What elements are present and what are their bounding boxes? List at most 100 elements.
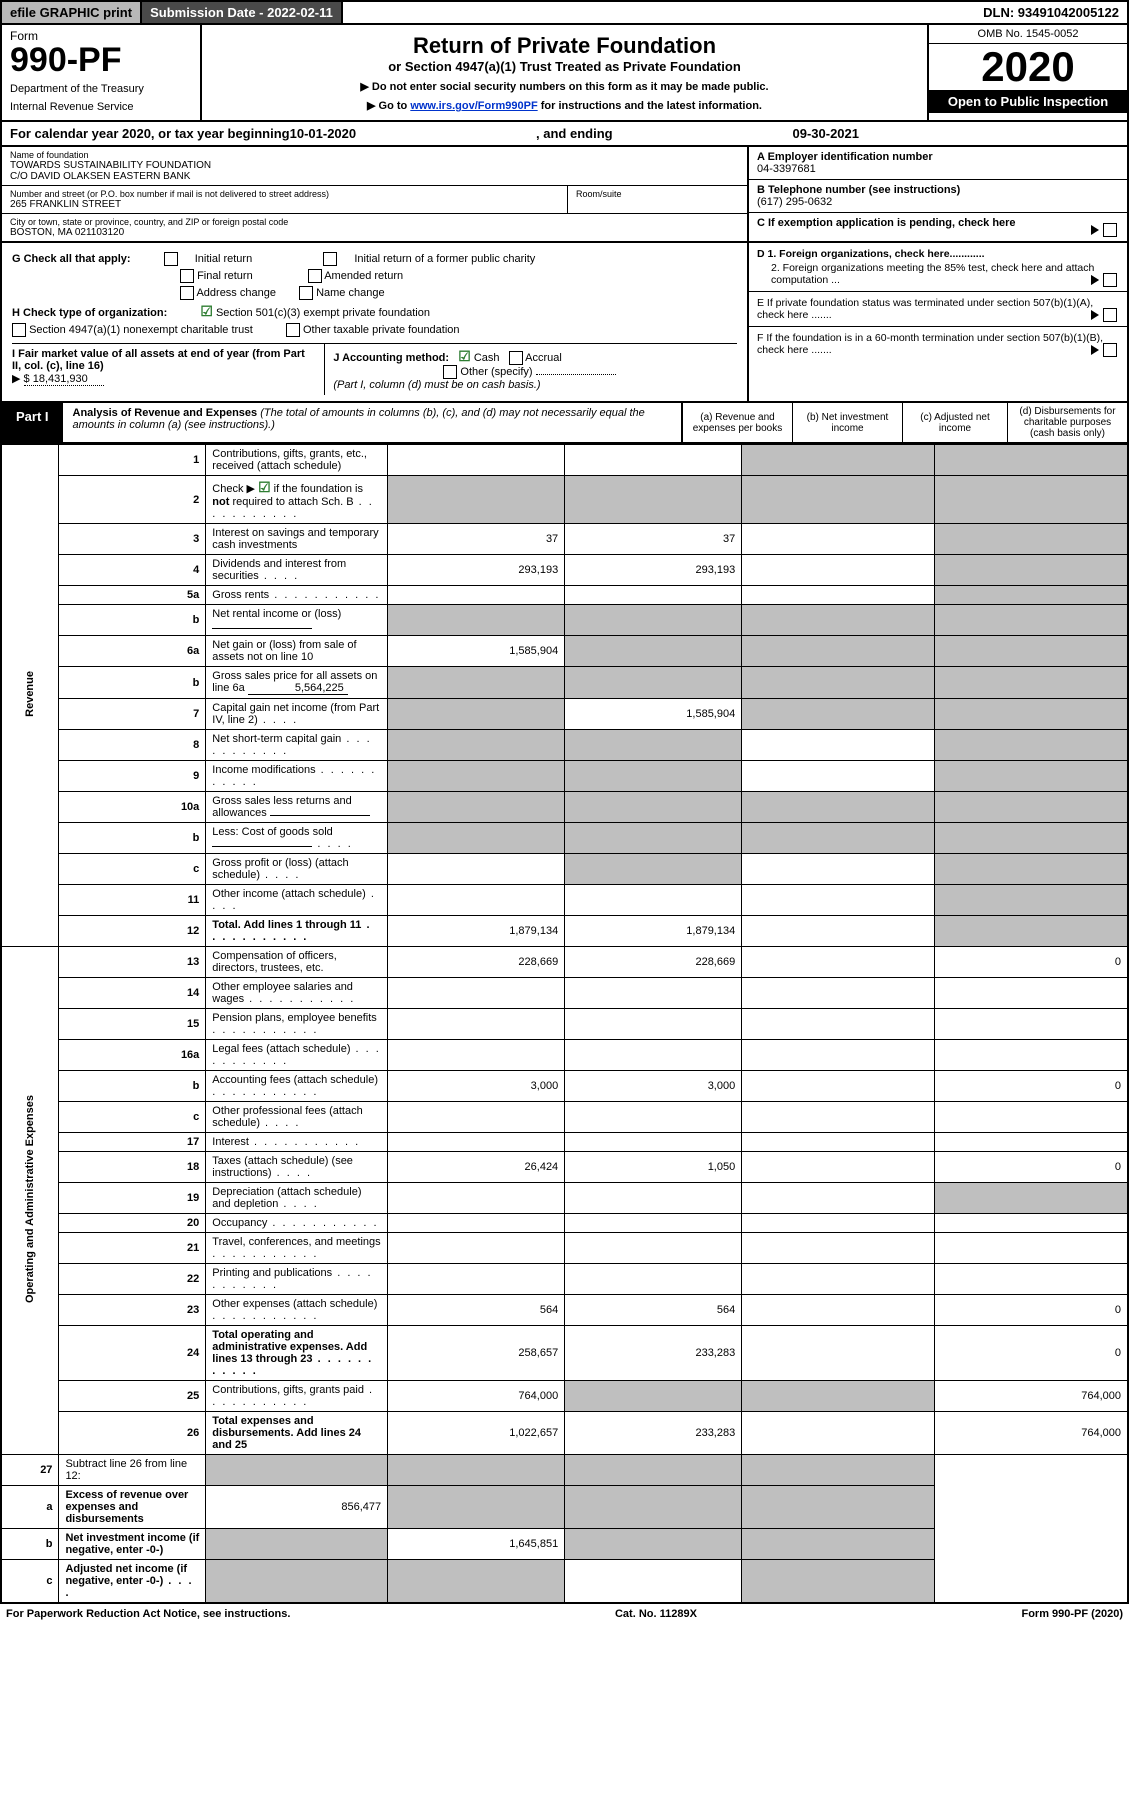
line-description: Net short-term capital gain [206,730,388,761]
line-description: Excess of revenue over expenses and disb… [59,1486,206,1529]
line-number: 27 [1,1455,59,1486]
tel-value: (617) 295-0632 [757,196,832,208]
dept-treasury: Department of the Treasury [10,83,192,95]
page-footer: For Paperwork Reduction Act Notice, see … [0,1604,1129,1624]
h-other-taxable-checkbox[interactable] [286,323,300,337]
table-row: cGross profit or (loss) (attach schedule… [1,854,1128,885]
line-description: Compensation of officers, directors, tru… [206,947,388,978]
form-ref: Form 990-PF (2020) [1021,1608,1123,1620]
h-opt-1: Section 501(c)(3) exempt private foundat… [216,307,430,319]
line-number: 13 [59,947,206,978]
dln-label: DLN: 93491042005122 [975,2,1127,23]
name-label: Name of foundation [10,150,739,160]
g-initial-return-checkbox[interactable] [164,252,178,266]
irs-link[interactable]: www.irs.gov/Form990PF [410,100,537,112]
j-other-checkbox[interactable] [443,365,457,379]
part-1-table: Revenue1Contributions, gifts, grants, et… [0,444,1129,1604]
identity-block: Name of foundation TOWARDS SUSTAINABILIT… [0,147,1129,243]
goto-pre: ▶ Go to [367,100,410,112]
table-row: 20Occupancy [1,1214,1128,1233]
form-number: 990-PF [10,43,192,77]
part-1-header: Part I Analysis of Revenue and Expenses … [0,403,1129,444]
side-label: Revenue [1,445,59,947]
line-number: 3 [59,524,206,555]
j-accrual-checkbox[interactable] [509,351,523,365]
goto-post: for instructions and the latest informat… [538,100,762,112]
col-c-header: (c) Adjusted net income [902,403,1007,442]
form-number-block: Form 990-PF Department of the Treasury I… [2,25,202,120]
year-block: OMB No. 1545-0052 2020 Open to Public In… [927,25,1127,120]
g-initial-former-checkbox[interactable] [323,252,337,266]
line-description: Gross sales price for all assets on line… [206,667,388,699]
line-description: Legal fees (attach schedule) [206,1040,388,1071]
line-number: c [59,854,206,885]
line-number: 17 [59,1133,206,1152]
col-b-header: (b) Net investment income [792,403,902,442]
table-row: Revenue1Contributions, gifts, grants, et… [1,445,1128,476]
table-row: bGross sales price for all assets on lin… [1,667,1128,699]
cal-mid: , and ending [356,126,792,141]
line-description: Total expenses and disbursements. Add li… [206,1412,388,1455]
g-opt-3: Amended return [324,270,403,282]
line-description: Printing and publications [206,1264,388,1295]
part-badge: Part I [2,403,63,442]
table-row: bNet rental income or (loss) [1,605,1128,636]
h-opt-3: Other taxable private foundation [303,324,460,336]
efile-print-button[interactable]: efile GRAPHIC print [2,2,142,23]
j-cell: J Accounting method: ☑ Cash Accrual Othe… [325,344,737,395]
g-opt-1: Initial return of a former public charit… [354,253,535,265]
city-value: BOSTON, MA 021103120 [10,227,739,238]
cat-number: Cat. No. 11289X [615,1608,697,1620]
line-description: Contributions, gifts, grants paid [206,1381,388,1412]
h-label: H Check type of organization: [12,307,167,319]
f-checkbox[interactable] [1103,343,1117,357]
g-opt-4: Address change [196,287,276,299]
table-row: 10aGross sales less returns and allowanc… [1,792,1128,823]
line-number: 25 [59,1381,206,1412]
line-number: b [59,1071,206,1102]
g-amended-checkbox[interactable] [308,269,322,283]
g-final-return-checkbox[interactable] [180,269,194,283]
column-headers: (a) Revenue and expenses per books (b) N… [681,403,1127,442]
h-4947-checkbox[interactable] [12,323,26,337]
arrow-icon [1091,275,1099,285]
g-address-change-checkbox[interactable] [180,286,194,300]
g-name-change-checkbox[interactable] [299,286,313,300]
submission-date-box: Submission Date - 2022-02-11 [142,2,343,23]
part-description: Analysis of Revenue and Expenses (The to… [63,403,681,442]
line-description: Taxes (attach schedule) (see instruction… [206,1152,388,1183]
part-title: Analysis of Revenue and Expenses [73,407,258,419]
line-number: 19 [59,1183,206,1214]
table-row: bAccounting fees (attach schedule)3,0003… [1,1071,1128,1102]
omb-number: OMB No. 1545-0052 [929,25,1127,44]
ein-cell: A Employer identification number 04-3397… [749,147,1127,180]
e-label: E If private foundation status was termi… [757,297,1093,321]
table-row: 7Capital gain net income (from Part IV, … [1,699,1128,730]
line-description: Depreciation (attach schedule) and deple… [206,1183,388,1214]
line-description: Check ▶ ☑ if the foundation is not requi… [206,476,388,524]
d1-label: D 1. Foreign organizations, check here..… [757,248,985,260]
fmv-value: $ 18,431,930 [24,373,104,386]
d2-checkbox[interactable] [1103,273,1117,287]
line-description: Contributions, gifts, grants, etc., rece… [206,445,388,476]
line-number: 23 [59,1295,206,1326]
line-number: b [59,823,206,854]
line-number: 26 [59,1412,206,1455]
line-description: Interest [206,1133,388,1152]
table-row: 21Travel, conferences, and meetings [1,1233,1128,1264]
line-description: Total operating and administrative expen… [206,1326,388,1381]
j-label: J Accounting method: [333,352,449,364]
line-number: a [1,1486,59,1529]
table-row: 2Check ▶ ☑ if the foundation is not requ… [1,476,1128,524]
table-row: 4Dividends and interest from securities2… [1,555,1128,586]
e-checkbox[interactable] [1103,308,1117,322]
city-cell: City or town, state or province, country… [2,214,747,241]
table-row: 18Taxes (attach schedule) (see instructi… [1,1152,1128,1183]
c-checkbox[interactable] [1103,223,1117,237]
col-d-header: (d) Disbursements for charitable purpose… [1007,403,1127,442]
table-row: 12Total. Add lines 1 through 111,879,134… [1,916,1128,947]
table-row: 14Other employee salaries and wages [1,978,1128,1009]
table-row: 22Printing and publications [1,1264,1128,1295]
line-description: Interest on savings and temporary cash i… [206,524,388,555]
line-description: Other income (attach schedule) [206,885,388,916]
